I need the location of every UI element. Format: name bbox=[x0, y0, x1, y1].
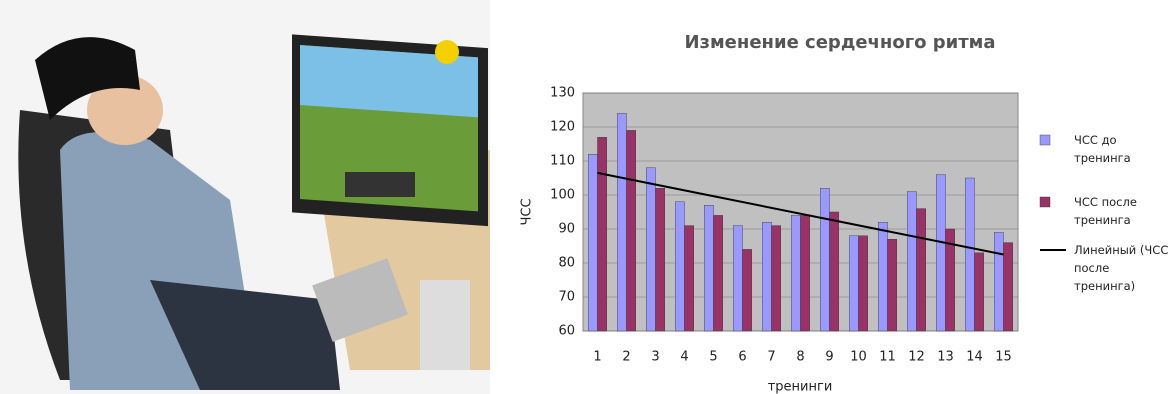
x-tick-label: 10 bbox=[850, 350, 867, 365]
legend-label: ЧСС после тренинга bbox=[1074, 195, 1137, 227]
y-tick-label: 110 bbox=[550, 154, 575, 169]
bar bbox=[994, 232, 1004, 332]
bar bbox=[945, 228, 955, 332]
x-tick-label: 6 bbox=[738, 350, 746, 365]
y-tick-label: 120 bbox=[550, 120, 575, 135]
bar bbox=[771, 225, 781, 332]
bar bbox=[713, 215, 723, 332]
bar bbox=[878, 221, 888, 332]
x-tick-label: 7 bbox=[767, 350, 775, 365]
bar bbox=[588, 153, 598, 332]
x-tick-label: 1 bbox=[593, 350, 601, 365]
x-tick-label: 9 bbox=[825, 350, 833, 365]
legend-label: Линейный (ЧСС после тренинга) bbox=[1074, 243, 1168, 293]
bar bbox=[733, 225, 743, 332]
y-tick-label: 60 bbox=[558, 324, 575, 339]
x-tick-label: 4 bbox=[680, 350, 688, 365]
bar bbox=[684, 225, 694, 332]
bar bbox=[704, 204, 714, 332]
legend-swatch bbox=[1039, 134, 1051, 146]
legend-label: ЧСС до тренинга bbox=[1074, 133, 1131, 165]
bar bbox=[936, 174, 946, 332]
x-tick-label: 13 bbox=[937, 350, 954, 365]
x-tick-label: 11 bbox=[879, 350, 896, 365]
chart-title: Изменение сердечного ритма bbox=[684, 32, 995, 53]
bar bbox=[1003, 242, 1013, 332]
bar bbox=[791, 215, 801, 332]
trendline bbox=[597, 171, 1004, 256]
bar bbox=[597, 136, 607, 332]
bar bbox=[820, 187, 830, 332]
bar bbox=[800, 215, 810, 332]
x-tick-label: 8 bbox=[796, 350, 804, 365]
bar bbox=[655, 187, 665, 332]
bar bbox=[887, 238, 897, 332]
y-tick-label: 130 bbox=[550, 86, 575, 101]
bar bbox=[646, 167, 656, 332]
bar bbox=[965, 177, 975, 332]
bar bbox=[626, 130, 636, 332]
photo bbox=[0, 0, 490, 394]
y-axis-label: ЧСС bbox=[520, 198, 535, 225]
bar bbox=[762, 221, 772, 332]
bar bbox=[974, 252, 984, 332]
x-tick-label: 15 bbox=[995, 350, 1012, 365]
y-tick-label: 80 bbox=[558, 256, 575, 271]
bar bbox=[675, 201, 685, 332]
bar bbox=[829, 211, 839, 332]
bar bbox=[742, 249, 752, 332]
y-tick-label: 70 bbox=[558, 290, 575, 305]
bar bbox=[916, 208, 926, 332]
bar bbox=[907, 191, 917, 332]
bar bbox=[617, 113, 627, 332]
x-tick-label: 14 bbox=[966, 350, 983, 365]
y-tick-label: 90 bbox=[558, 222, 575, 237]
x-tick-label: 12 bbox=[908, 350, 925, 365]
bar bbox=[858, 235, 868, 332]
legend-swatch bbox=[1039, 196, 1051, 208]
x-tick-label: 5 bbox=[709, 350, 717, 365]
x-tick-label: 3 bbox=[651, 350, 659, 365]
x-axis-label: тренинги bbox=[768, 380, 833, 394]
bar bbox=[849, 235, 859, 332]
x-tick-label: 2 bbox=[622, 350, 630, 365]
y-tick-label: 100 bbox=[550, 188, 575, 203]
